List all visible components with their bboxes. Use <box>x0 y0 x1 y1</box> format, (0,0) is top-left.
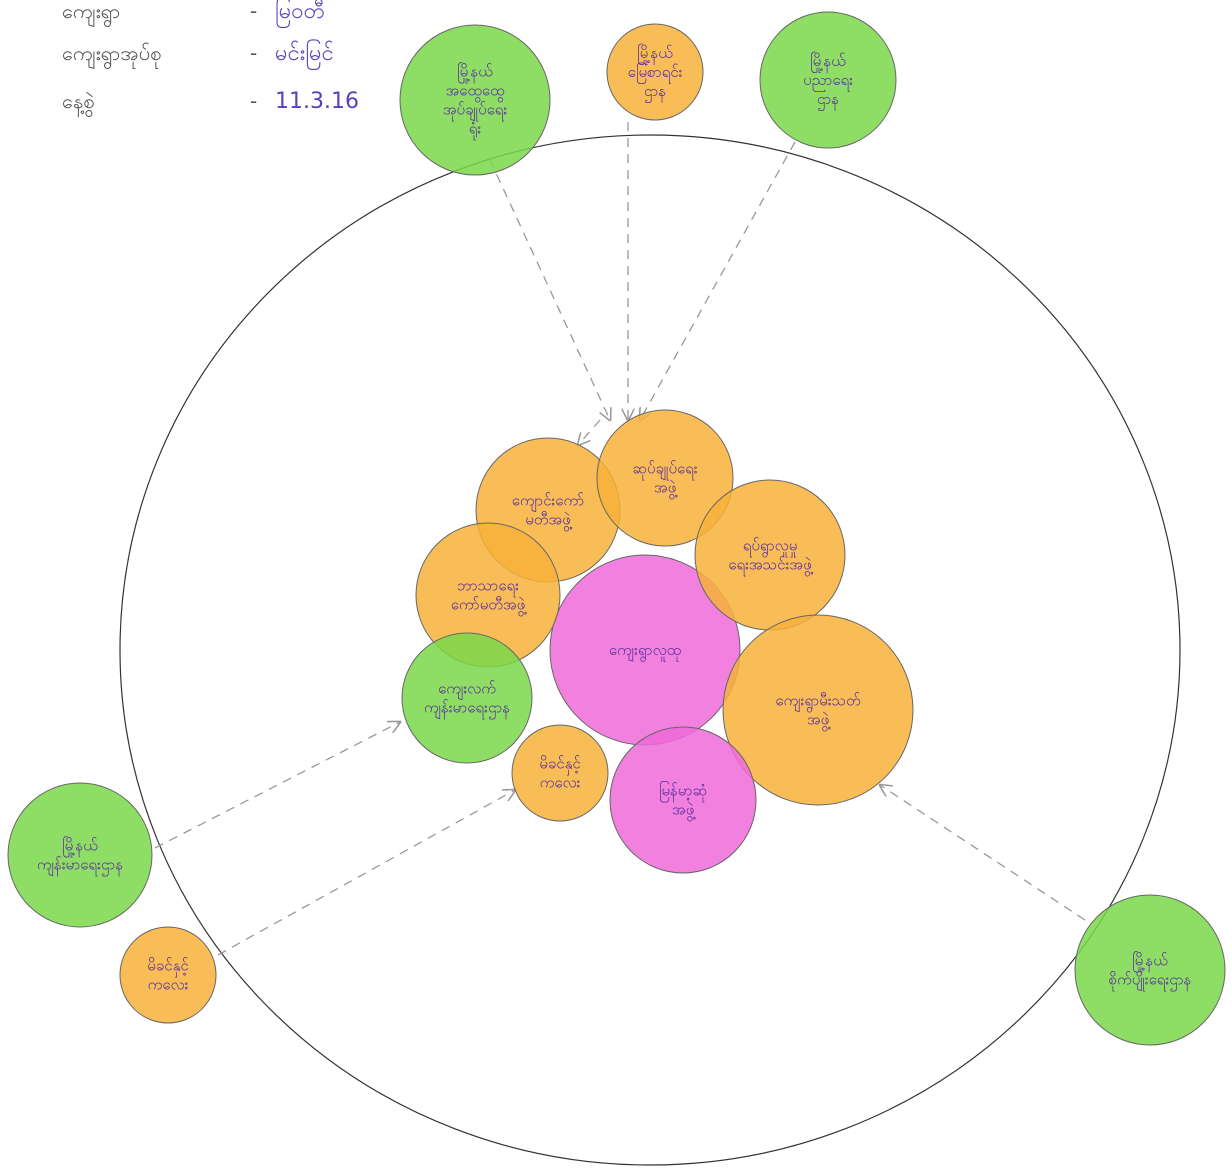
node-label-line: မြန်မာ့ဆုံ <box>659 780 707 802</box>
node-circle <box>606 23 704 121</box>
arrow <box>154 722 400 849</box>
node-circle <box>759 11 897 149</box>
node-label-line: အထွေထွေ <box>445 81 504 102</box>
header-label: နေ့စွဲ <box>62 89 94 117</box>
nodes: မြို့နယ်အထွေထွေအုပ်ချုပ်ရေးရုံးမြို့နယ်မ… <box>7 11 1226 1046</box>
header-label: ကျေးရွာအုပ်စု <box>62 41 161 69</box>
node-label: မြန်မာ့ဆုံအဖွဲ့ <box>659 780 707 821</box>
node-label: မိခင်နှင့်ကလေး <box>539 754 580 791</box>
arrow <box>578 419 601 445</box>
node-label-line: မြို့နယ် <box>1132 950 1168 972</box>
node: မြို့နယ်ကျန်းမာရေးဌာန <box>7 782 153 928</box>
header-dash: - <box>250 41 257 65</box>
header-dash: - <box>250 0 257 23</box>
node-circle <box>399 24 551 176</box>
node-circle <box>401 632 533 764</box>
node-label: မြို့နယ်အထွေထွေအုပ်ချုပ်ရေးရုံး <box>443 61 508 140</box>
node-label-line: ကျန်းမာရေးဌာန <box>424 698 510 719</box>
node-label: ဘာသာရေးကော်မတီအဖွဲ့ <box>451 576 528 616</box>
node-label-line: ပညာရေး <box>803 71 853 92</box>
node-label-line: အဖွဲ့ <box>807 710 832 731</box>
header: ကျေးရွာ - မြဝတီကျေးရွာအုပ်စု - မင်းမြင်နေ့စွ… <box>62 0 359 117</box>
node: ကျေးလက်ကျန်းမာရေးဌာန <box>401 632 533 764</box>
node-label-line: ကျေးရွာလူထု <box>609 641 681 662</box>
header-value: မင်းမြင် <box>275 39 334 70</box>
node-label-line: မတီအဖွဲ့ <box>525 510 573 531</box>
node-label-line: ရေးအသင်းအဖွဲ့ <box>728 555 814 576</box>
node: ကျေးရွာမီးသတ်အဖွဲ့ <box>722 614 914 806</box>
node-label-line: ကလေး <box>540 773 581 791</box>
arrow <box>489 159 610 420</box>
node-label: မြို့နယ်စိုက်ပျိုးရေးဌာန <box>1109 950 1192 991</box>
node-circle <box>722 614 914 806</box>
header-dash: - <box>250 89 257 113</box>
node-label: ရပ်ရွာလူမှုရေးအသင်းအဖွဲ့ <box>728 536 814 576</box>
node-circle <box>511 724 609 822</box>
node: မြို့နယ်မြေစာရင်းဌာန <box>606 23 704 121</box>
node-circle <box>1074 894 1226 1046</box>
node: မိခင်နှင့်ကလေး <box>119 926 217 1024</box>
node-label: မြို့နယ်ကျန်းမာရေးဌာန <box>37 835 123 876</box>
node-circle <box>596 409 734 547</box>
node-label: ကျေးလက်ကျန်းမာရေးဌာန <box>424 679 510 719</box>
node-circle <box>609 726 757 874</box>
node-label-line: စိုက်ပျိုးရေးဌာန <box>1109 970 1192 991</box>
node-label-line: မြို့နယ် <box>810 51 846 73</box>
node-label: ကျေးရွာမီးသတ်အဖွဲ့ <box>775 691 860 731</box>
node: မြို့နယ်ပညာရေးဌာန <box>759 11 897 149</box>
node-label-line: ကော်မတီအဖွဲ့ <box>451 595 528 616</box>
node-label-line: မိခင်နှင့် <box>147 956 188 977</box>
node-label-line: မိခင်နှင့် <box>539 754 580 775</box>
node: မြန်မာ့ဆုံအဖွဲ့ <box>609 726 757 874</box>
arrows <box>154 122 1086 956</box>
node-label-line: ဌာန <box>817 90 839 111</box>
node: မိခင်နှင့်ကလေး <box>511 724 609 822</box>
node-label-line: မြေစာရင်း <box>628 62 683 84</box>
arrow <box>880 785 1086 921</box>
node-circle <box>7 782 153 928</box>
node: မြို့နယ်စိုက်ပျိုးရေးဌာန <box>1074 894 1226 1046</box>
node-label-line: ကျောင်းကော် <box>512 491 584 512</box>
node-label-line: အဖွဲ့ <box>672 800 697 821</box>
node-circle <box>119 926 217 1024</box>
node: ကျေးရွာလူထု <box>549 554 741 746</box>
node: ဆုပ်ချုပ်ရေးအဖွဲ့ <box>596 409 734 547</box>
node-label-line: ကျေးလက် <box>438 679 496 700</box>
node-label: ဆုပ်ချုပ်ရေးအဖွဲ့ <box>632 459 697 499</box>
node-label-line: ဌာန <box>644 82 666 103</box>
node-label-line: ရပ်ရွာလူမှု <box>743 536 798 557</box>
node: ရပ်ရွာလူမှုရေးအသင်းအဖွဲ့ <box>694 479 846 631</box>
node-label-line: ရုံး <box>469 119 482 140</box>
node-label-line: ကျေးရွာမီးသတ် <box>775 691 860 712</box>
node-label: ကျောင်းကော်မတီအဖွဲ့ <box>512 491 584 531</box>
node-label-line: မြို့နယ် <box>457 61 493 83</box>
header-value: မြဝတီ <box>275 0 325 28</box>
node-label-line: အဖွဲ့ <box>654 478 679 499</box>
header-value: 11.3.16 <box>275 89 359 114</box>
node-label: မြို့နယ်မြေစာရင်းဌာန <box>628 43 683 103</box>
village-boundary <box>119 134 1181 1166</box>
node-label: မြို့နယ်ပညာရေးဌာန <box>803 51 853 111</box>
node-label-line: ကလေး <box>148 975 189 993</box>
header-label: ကျေးရွာ <box>62 0 120 27</box>
node-label: ကျေးရွာလူထု <box>609 641 681 662</box>
node-label-line: မြို့နယ် <box>637 43 673 65</box>
node: မြို့နယ်အထွေထွေအုပ်ချုပ်ရေးရုံး <box>399 24 551 176</box>
node-label-line: ဆုပ်ချုပ်ရေး <box>632 459 697 480</box>
node: ဘာသာရေးကော်မတီအဖွဲ့ <box>415 522 561 668</box>
arrow <box>217 790 515 956</box>
node-label-line: အုပ်ချုပ်ရေး <box>443 100 508 121</box>
node-label: မိခင်နှင့်ကလေး <box>147 956 188 993</box>
node-label-line: ဘာသာရေး <box>457 576 519 597</box>
arrow <box>640 141 796 420</box>
node-label-line: ကျန်းမာရေးဌာန <box>37 855 123 876</box>
node-label-line: မြို့နယ် <box>62 835 98 857</box>
